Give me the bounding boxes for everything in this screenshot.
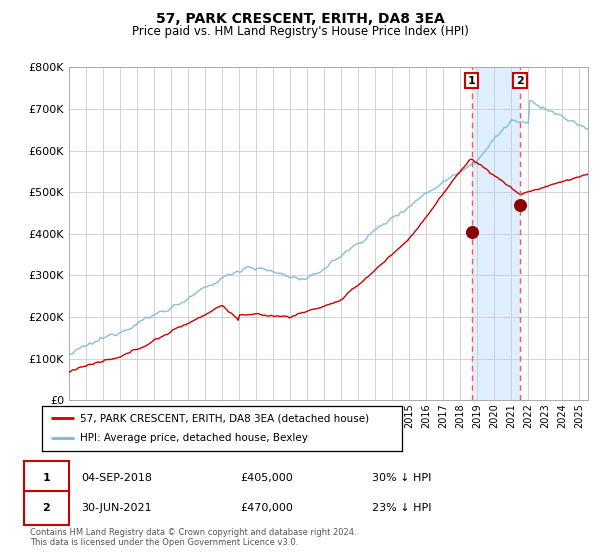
Point	[515, 200, 525, 209]
Text: 57, PARK CRESCENT, ERITH, DA8 3EA (detached house): 57, PARK CRESCENT, ERITH, DA8 3EA (detac…	[80, 413, 369, 423]
Text: £405,000: £405,000	[240, 473, 293, 483]
Text: 2: 2	[516, 76, 524, 86]
Text: 30-JUN-2021: 30-JUN-2021	[81, 503, 152, 513]
Text: £470,000: £470,000	[240, 503, 293, 513]
Text: 23% ↓ HPI: 23% ↓ HPI	[372, 503, 431, 513]
Text: 57, PARK CRESCENT, ERITH, DA8 3EA: 57, PARK CRESCENT, ERITH, DA8 3EA	[155, 12, 445, 26]
Text: 2: 2	[43, 503, 50, 513]
Text: Price paid vs. HM Land Registry's House Price Index (HPI): Price paid vs. HM Land Registry's House …	[131, 25, 469, 38]
Text: HPI: Average price, detached house, Bexley: HPI: Average price, detached house, Bexl…	[80, 433, 308, 444]
Point	[467, 227, 476, 236]
Text: 30% ↓ HPI: 30% ↓ HPI	[372, 473, 431, 483]
Bar	[472, 67, 520, 400]
Text: 04-SEP-2018: 04-SEP-2018	[81, 473, 152, 483]
Text: Contains HM Land Registry data © Crown copyright and database right 2024.
This d: Contains HM Land Registry data © Crown c…	[30, 528, 356, 547]
Text: 1: 1	[43, 473, 50, 483]
Text: 1: 1	[468, 76, 476, 86]
